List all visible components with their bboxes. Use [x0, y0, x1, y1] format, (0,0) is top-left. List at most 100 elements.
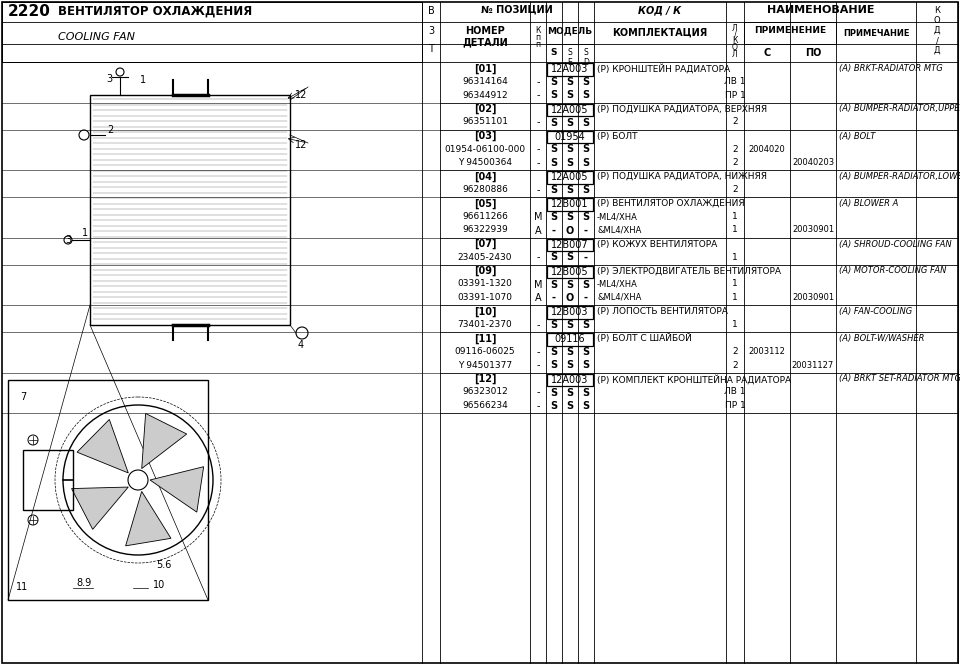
- Text: S: S: [566, 253, 573, 263]
- Text: 96351101: 96351101: [462, 118, 508, 126]
- Text: 12B003: 12B003: [551, 307, 588, 317]
- Text: -: -: [537, 185, 540, 195]
- Text: S: S: [550, 158, 558, 168]
- Text: /: /: [733, 31, 736, 40]
- Text: S: S: [550, 90, 558, 100]
- Text: (A) MOTOR-COOLING FAN: (A) MOTOR-COOLING FAN: [839, 267, 947, 275]
- Text: 2003112: 2003112: [749, 347, 785, 356]
- Text: S: S: [550, 388, 558, 398]
- Text: S: S: [550, 401, 558, 411]
- Text: S: S: [583, 144, 589, 154]
- Text: (A) BUMPER-RADIATOR,LOWER: (A) BUMPER-RADIATOR,LOWER: [839, 172, 960, 181]
- Text: A: A: [535, 293, 541, 303]
- Text: 96323012: 96323012: [462, 388, 508, 396]
- Text: 5.6: 5.6: [156, 560, 172, 570]
- Text: S: S: [550, 347, 558, 357]
- Bar: [547, 239, 593, 251]
- Text: S: S: [550, 253, 558, 263]
- Text: -: -: [537, 158, 540, 168]
- Text: ВЕНТИЛЯТОР ОХЛАЖДЕНИЯ: ВЕНТИЛЯТОР ОХЛАЖДЕНИЯ: [58, 5, 252, 18]
- Text: 2: 2: [107, 125, 113, 135]
- Text: [05]: [05]: [473, 198, 496, 209]
- Text: -: -: [537, 360, 540, 370]
- Text: 1: 1: [732, 253, 738, 261]
- Text: О: О: [732, 43, 738, 52]
- Text: S: S: [583, 212, 589, 222]
- Bar: [547, 265, 593, 278]
- Text: S: S: [566, 77, 573, 87]
- Text: COOLING FAN: COOLING FAN: [58, 32, 135, 42]
- Text: M: M: [534, 279, 542, 289]
- Text: [02]: [02]: [473, 104, 496, 114]
- Text: 1: 1: [732, 225, 738, 235]
- Polygon shape: [150, 467, 204, 512]
- Text: 96280886: 96280886: [462, 185, 508, 194]
- Text: (A) BOLT-W/WASHER: (A) BOLT-W/WASHER: [839, 334, 924, 343]
- Text: КОД / К: КОД / К: [638, 5, 682, 15]
- Text: -: -: [584, 253, 588, 263]
- Text: 20030901: 20030901: [792, 293, 834, 302]
- Text: &ML4/XHA: &ML4/XHA: [597, 293, 641, 302]
- Text: 11: 11: [16, 582, 28, 592]
- Text: 96611266: 96611266: [462, 212, 508, 221]
- Text: O: O: [565, 293, 574, 303]
- Bar: [547, 374, 593, 386]
- Text: S
D: S D: [583, 48, 588, 67]
- Polygon shape: [72, 487, 129, 529]
- Text: 03391-1320: 03391-1320: [458, 279, 513, 289]
- Text: S: S: [566, 360, 573, 370]
- Text: (P) БОЛТ С ШАЙБОЙ: (P) БОЛТ С ШАЙБОЙ: [597, 334, 692, 344]
- Text: -ML4/XHA: -ML4/XHA: [597, 212, 637, 221]
- Text: 96322939: 96322939: [462, 225, 508, 235]
- Text: S: S: [550, 212, 558, 222]
- Circle shape: [28, 435, 38, 445]
- Text: (P) ВЕНТИЛЯТОР ОХЛАЖДЕНИЯ: (P) ВЕНТИЛЯТОР ОХЛАЖДЕНИЯ: [597, 199, 745, 208]
- Text: S: S: [566, 90, 573, 100]
- Text: -: -: [537, 118, 540, 128]
- Text: O: O: [565, 225, 574, 235]
- Text: S: S: [550, 118, 558, 128]
- Text: -: -: [552, 225, 556, 235]
- Text: S: S: [583, 320, 589, 330]
- Bar: [23, 450, 73, 510]
- Text: -: -: [537, 90, 540, 100]
- Text: -: -: [584, 225, 588, 235]
- Text: [10]: [10]: [473, 307, 496, 317]
- Text: -: -: [552, 293, 556, 303]
- Polygon shape: [142, 414, 186, 469]
- Text: 1: 1: [140, 75, 146, 85]
- Text: S: S: [566, 118, 573, 128]
- Text: S: S: [566, 212, 573, 222]
- Text: S: S: [583, 185, 589, 195]
- Text: 12A003: 12A003: [551, 375, 588, 385]
- Text: (A) BRKT SET-RADIATOR MTG: (A) BRKT SET-RADIATOR MTG: [839, 374, 960, 384]
- Text: /: /: [936, 36, 939, 45]
- Text: Y 94501377: Y 94501377: [458, 360, 512, 370]
- Text: 2: 2: [732, 144, 738, 154]
- Polygon shape: [126, 491, 171, 546]
- Text: (A) BUMPER-RADIATOR,UPPER: (A) BUMPER-RADIATOR,UPPER: [839, 104, 960, 114]
- Text: 2: 2: [732, 158, 738, 167]
- Bar: [547, 333, 593, 346]
- Text: 1: 1: [82, 228, 88, 238]
- Bar: [547, 171, 593, 184]
- Text: S: S: [583, 158, 589, 168]
- Text: 3: 3: [65, 235, 71, 245]
- Text: 7: 7: [20, 392, 26, 402]
- Text: 96314164: 96314164: [462, 77, 508, 86]
- Text: (P) ЭЛЕКТРОДВИГАТЕЛЬ ВЕНТИЛЯТОРА: (P) ЭЛЕКТРОДВИГАТЕЛЬ ВЕНТИЛЯТОРА: [597, 267, 781, 275]
- Text: 03391-1070: 03391-1070: [458, 293, 513, 302]
- Bar: [8, 380, 208, 600]
- Circle shape: [28, 515, 38, 525]
- Text: (P) ПОДУШКА РАДИАТОРА, НИЖНЯЯ: (P) ПОДУШКА РАДИАТОРА, НИЖНЯЯ: [597, 172, 767, 181]
- Text: 10: 10: [153, 580, 165, 590]
- Text: [01]: [01]: [473, 63, 496, 74]
- Text: 96344912: 96344912: [462, 90, 508, 100]
- Text: -: -: [537, 253, 540, 263]
- Text: &ML4/XHA: &ML4/XHA: [597, 225, 641, 235]
- Text: 2004020: 2004020: [749, 144, 785, 154]
- Text: S: S: [550, 77, 558, 87]
- Text: 1: 1: [732, 293, 738, 302]
- Text: ПО: ПО: [804, 48, 821, 58]
- Text: -: -: [537, 320, 540, 330]
